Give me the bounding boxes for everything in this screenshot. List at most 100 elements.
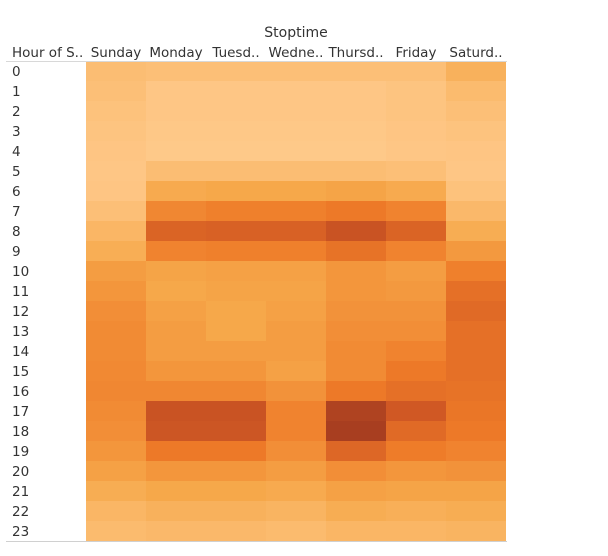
heatmap-cell bbox=[446, 461, 506, 481]
heatmap-cell bbox=[206, 441, 266, 461]
heatmap-cell bbox=[86, 221, 146, 241]
heatmap-cell bbox=[86, 521, 146, 541]
column-label: Tuesd.. bbox=[211, 45, 259, 61]
row-label: 10 bbox=[12, 264, 29, 280]
heatmap-cell bbox=[446, 241, 506, 261]
heatmap-cell bbox=[146, 141, 206, 161]
heatmap-cell bbox=[146, 81, 206, 101]
heatmap-cell bbox=[266, 141, 326, 161]
heatmap-cell bbox=[146, 401, 206, 421]
row-label: 5 bbox=[12, 164, 21, 180]
heatmap-cell bbox=[266, 241, 326, 261]
heatmap-cell bbox=[326, 261, 386, 281]
heatmap-cell bbox=[386, 321, 446, 341]
heatmap-cell bbox=[86, 61, 146, 81]
heatmap-cell bbox=[266, 341, 326, 361]
heatmap-cell bbox=[386, 241, 446, 261]
heatmap-cell bbox=[206, 301, 266, 321]
heatmap-cell bbox=[446, 301, 506, 321]
row-label: 13 bbox=[12, 324, 29, 340]
heatmap-cell bbox=[446, 401, 506, 421]
heatmap-cell bbox=[206, 141, 266, 161]
heatmap-cell bbox=[326, 201, 386, 221]
row-label: 2 bbox=[12, 104, 21, 120]
heatmap-cell bbox=[266, 461, 326, 481]
heatmap-cell bbox=[146, 501, 206, 521]
heatmap-cell bbox=[386, 201, 446, 221]
heatmap-cell bbox=[206, 501, 266, 521]
heatmap-cell bbox=[326, 501, 386, 521]
heatmap-cell bbox=[86, 121, 146, 141]
heatmap-cell bbox=[266, 161, 326, 181]
heatmap-cell bbox=[266, 321, 326, 341]
heatmap-cell bbox=[86, 381, 146, 401]
heatmap-cell bbox=[146, 461, 206, 481]
heatmap-cell bbox=[86, 261, 146, 281]
heatmap-cell bbox=[146, 341, 206, 361]
heatmap-cell bbox=[446, 341, 506, 361]
heatmap-cell bbox=[386, 281, 446, 301]
heatmap-cell bbox=[146, 201, 206, 221]
heatmap-cell bbox=[206, 521, 266, 541]
row-label: 11 bbox=[12, 284, 29, 300]
row-label: 21 bbox=[12, 484, 29, 500]
heatmap-cell bbox=[206, 161, 266, 181]
heatmap-cell bbox=[446, 361, 506, 381]
heatmap-cell bbox=[86, 241, 146, 261]
heatmap-cell bbox=[386, 101, 446, 121]
heatmap-cell bbox=[206, 261, 266, 281]
row-label: 20 bbox=[12, 464, 29, 480]
row-label: 14 bbox=[12, 344, 29, 360]
heatmap-cell bbox=[326, 361, 386, 381]
heatmap-cell bbox=[146, 441, 206, 461]
row-label: 6 bbox=[12, 184, 21, 200]
heatmap-cell bbox=[206, 321, 266, 341]
heatmap-cell bbox=[446, 321, 506, 341]
heatmap-cell bbox=[206, 421, 266, 441]
heatmap-cell bbox=[146, 261, 206, 281]
heatmap-cell bbox=[386, 501, 446, 521]
heatmap-cell bbox=[206, 481, 266, 501]
heatmap-cell bbox=[326, 141, 386, 161]
heatmap-cell bbox=[386, 381, 446, 401]
heatmap-cell bbox=[146, 481, 206, 501]
heatmap-cell bbox=[266, 181, 326, 201]
heatmap-cell bbox=[446, 81, 506, 101]
row-label: 4 bbox=[12, 144, 21, 160]
heatmap-cell bbox=[146, 521, 206, 541]
heatmap-cell bbox=[446, 181, 506, 201]
heatmap-cell bbox=[86, 301, 146, 321]
heatmap-cell bbox=[206, 221, 266, 241]
heatmap-cell bbox=[146, 301, 206, 321]
heatmap-cell bbox=[206, 381, 266, 401]
row-label: 1 bbox=[12, 84, 21, 100]
heatmap-cell bbox=[446, 481, 506, 501]
heatmap-cell bbox=[266, 221, 326, 241]
heatmap-cell bbox=[86, 441, 146, 461]
heatmap-cell bbox=[266, 441, 326, 461]
heatmap-cell bbox=[266, 201, 326, 221]
row-label: 22 bbox=[12, 504, 29, 520]
row-label: 18 bbox=[12, 424, 29, 440]
heatmap-cell bbox=[386, 361, 446, 381]
heatmap-cell bbox=[386, 441, 446, 461]
heatmap-cell bbox=[386, 141, 446, 161]
row-label: 15 bbox=[12, 364, 29, 380]
heatmap-cell bbox=[446, 281, 506, 301]
heatmap-cell bbox=[86, 161, 146, 181]
heatmap-cell bbox=[326, 161, 386, 181]
heatmap-cell bbox=[386, 401, 446, 421]
heatmap-cell bbox=[266, 501, 326, 521]
row-label: 3 bbox=[12, 124, 21, 140]
column-label: Friday bbox=[396, 45, 437, 61]
heatmap-cell bbox=[206, 61, 266, 81]
heatmap-cell bbox=[386, 301, 446, 321]
heatmap-cell bbox=[266, 421, 326, 441]
heatmap-cell bbox=[206, 101, 266, 121]
heatmap-cell bbox=[86, 101, 146, 121]
heatmap-cell bbox=[266, 381, 326, 401]
heatmap-cell bbox=[86, 341, 146, 361]
heatmap-cell bbox=[146, 241, 206, 261]
heatmap-cell bbox=[86, 321, 146, 341]
